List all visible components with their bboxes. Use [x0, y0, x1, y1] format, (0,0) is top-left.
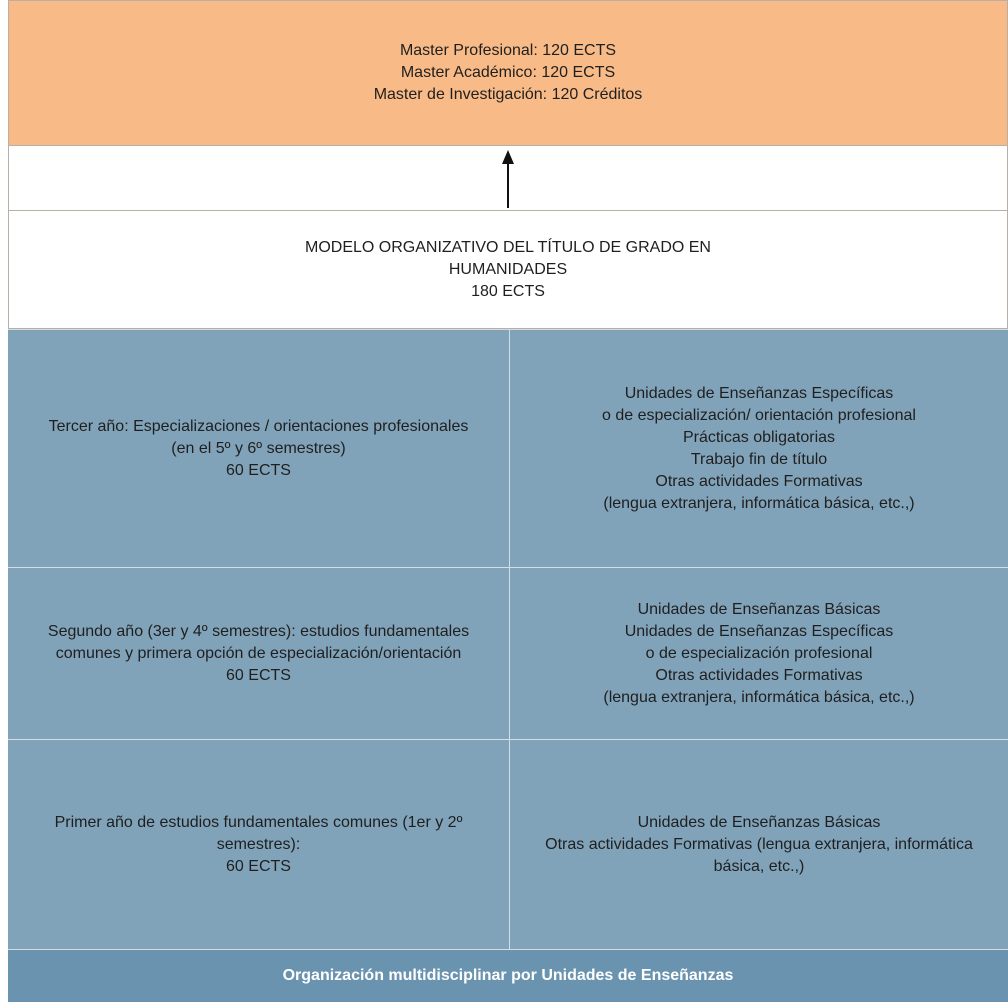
model-title-line-2: HUMANIDADES — [448, 260, 568, 278]
second-year-row: Segundo año (3er y 4º semestres): estudi… — [8, 567, 1008, 739]
second-year-unit-1: Unidades de Enseñanzas Básicas — [637, 600, 881, 618]
first-year-unit-3: básica, etc.,) — [713, 857, 805, 875]
arrow-connector — [8, 146, 1008, 210]
third-year-description: Tercer año: Especializaciones / orientac… — [8, 330, 510, 567]
masters-line-research: Master de Investigación: 120 Créditos — [373, 86, 643, 103]
first-year-unit-1: Unidades de Enseñanzas Básicas — [637, 813, 881, 831]
footer-label: Organización multidisciplinar por Unidad… — [282, 967, 734, 984]
second-year-credits: 60 ECTS — [226, 666, 291, 684]
second-year-units: Unidades de Enseñanzas Básicas Unidades … — [510, 568, 1008, 739]
third-year-line-1: Tercer año: Especializaciones / orientac… — [48, 417, 469, 435]
third-year-line-2: (en el 5º y 6º semestres) — [171, 439, 346, 457]
degree-model-box: MODELO ORGANIZATIVO DEL TÍTULO DE GRADO … — [8, 210, 1008, 329]
first-year-row: Primer año de estudios fundamentales com… — [8, 739, 1008, 949]
masters-line-academic: Master Académico: 120 ECTS — [400, 64, 616, 81]
first-year-line-2: semestres): — [216, 835, 301, 853]
masters-box: Master Profesional: 120 ECTS Master Acad… — [8, 0, 1008, 146]
organization-footer: Organización multidisciplinar por Unidad… — [8, 949, 1008, 1002]
second-year-unit-2: Unidades de Enseñanzas Específicas — [624, 622, 894, 640]
model-credits: 180 ECTS — [471, 282, 545, 300]
third-year-unit-1: Unidades de Enseñanzas Específicas — [624, 384, 894, 402]
masters-line-professional: Master Profesional: 120 ECTS — [399, 42, 617, 59]
third-year-credits: 60 ECTS — [226, 461, 291, 479]
first-year-description: Primer año de estudios fundamentales com… — [8, 740, 510, 949]
first-year-unit-2: Otras actividades Formativas (lengua ext… — [545, 835, 973, 853]
first-year-units: Unidades de Enseñanzas Básicas Otras act… — [510, 740, 1008, 949]
second-year-description: Segundo año (3er y 4º semestres): estudi… — [8, 568, 510, 739]
third-year-unit-5: Otras actividades Formativas — [655, 472, 863, 490]
first-year-line-1: Primer año de estudios fundamentales com… — [54, 813, 463, 831]
second-year-unit-4: Otras actividades Formativas — [655, 666, 863, 684]
third-year-unit-2: o de especialización/ orientación profes… — [602, 406, 916, 424]
first-year-credits: 60 ECTS — [226, 857, 291, 875]
third-year-units: Unidades de Enseñanzas Específicas o de … — [510, 330, 1008, 567]
third-year-row: Tercer año: Especializaciones / orientac… — [8, 329, 1008, 567]
second-year-line-2: comunes y primera opción de especializac… — [55, 644, 462, 662]
study-structure-diagram: Master Profesional: 120 ECTS Master Acad… — [8, 0, 1008, 1002]
second-year-unit-5: (lengua extranjera, informática básica, … — [603, 688, 915, 706]
third-year-unit-3: Prácticas obligatorias — [682, 428, 836, 446]
model-title-line-1: MODELO ORGANIZATIVO DEL TÍTULO DE GRADO … — [305, 238, 711, 256]
third-year-unit-6: (lengua extranjera, informática básica, … — [603, 494, 915, 512]
up-arrow-icon — [502, 150, 514, 208]
second-year-line-1: Segundo año (3er y 4º semestres): estudi… — [47, 622, 470, 640]
third-year-unit-4: Trabajo fin de título — [690, 450, 828, 468]
second-year-unit-3: o de especialización profesional — [645, 644, 873, 662]
